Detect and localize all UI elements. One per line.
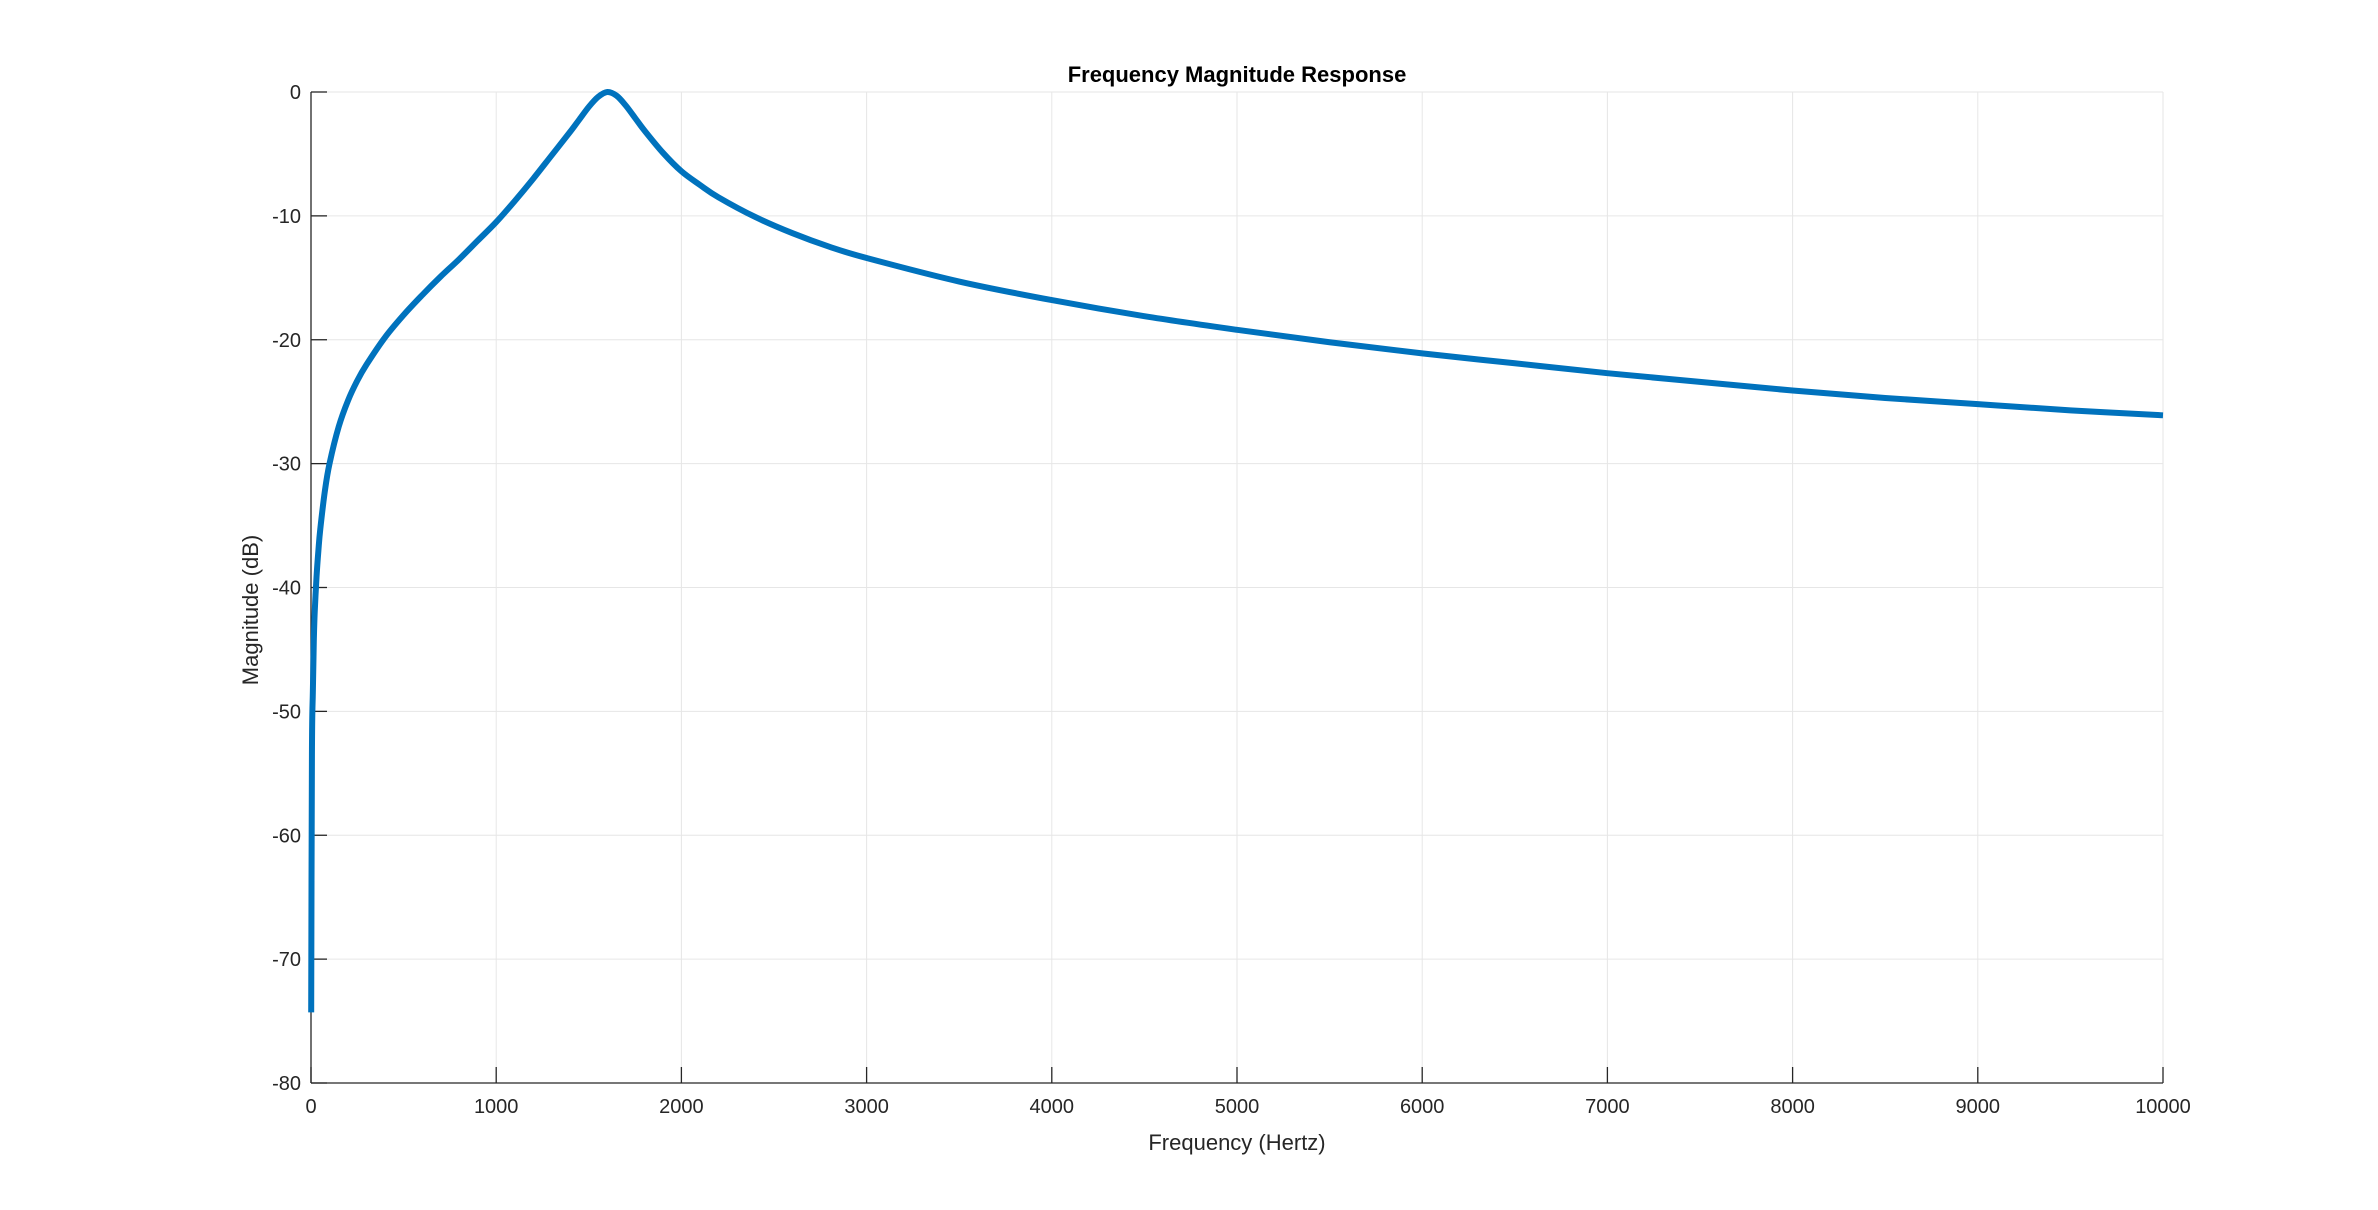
grid-lines	[310, 91, 2164, 1084]
y-tick-label: -10	[272, 206, 301, 228]
y-tick-label: -60	[272, 825, 301, 847]
x-tick-labels: 0 1000 2000 3000 4000 5000 6000 7000 8000 9000 100…	[305, 1096, 2190, 1118]
x-tick-label: 3000	[844, 1096, 889, 1118]
x-tick-label: 1000	[474, 1096, 519, 1118]
x-tick-label: 2000	[659, 1096, 704, 1118]
y-tick-label: -70	[272, 949, 301, 971]
x-tick-label: 4000	[1030, 1096, 1075, 1118]
x-tick-label: 6000	[1400, 1096, 1445, 1118]
x-tick-label: 0	[305, 1096, 316, 1118]
x-tick-label: 5000	[1215, 1096, 1260, 1118]
y-tick-label: -40	[272, 578, 301, 600]
x-tick-label: 7000	[1585, 1096, 1630, 1118]
y-axis-label: Magnitude (dB)	[238, 535, 263, 685]
y-tick-label: -20	[272, 330, 301, 352]
series-layer	[308, 88, 2164, 1013]
y-tick-labels: 0 -10 -20 -30 -40 -50 -60 -70 -80	[272, 82, 301, 1095]
y-tick-label: -30	[272, 454, 301, 476]
x-tick-label: 10000	[2135, 1096, 2191, 1118]
y-tick-label: -80	[272, 1073, 301, 1095]
y-tick-label: -50	[272, 701, 301, 723]
x-axis-label: Frequency (Hertz)	[1148, 1130, 1325, 1155]
x-tick-label: 9000	[1956, 1096, 2001, 1118]
chart-title: Frequency Magnitude Response	[1068, 62, 1407, 87]
tick-marks	[310, 91, 2164, 1084]
magnitude-response-line	[308, 88, 2164, 1013]
y-tick-label: 0	[290, 82, 301, 104]
x-tick-label: 8000	[1770, 1096, 1815, 1118]
